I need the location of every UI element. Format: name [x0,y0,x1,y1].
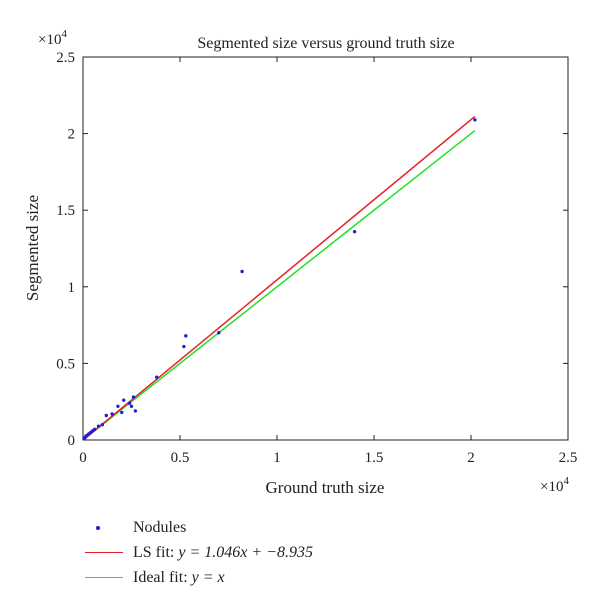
legend: Nodules LS fit: y = 1.046x + −8.935 Idea… [85,515,313,590]
nodule-point [182,344,186,349]
nodule-point [110,412,114,416]
x-tick-label: 1 [273,450,281,466]
ideal-fit-line [82,129,476,441]
nodule-points [82,118,477,441]
legend-label-nodules: Nodules [133,518,187,536]
nodule-point [217,331,221,335]
nodule-point [92,427,97,431]
x-axis-multiplier: ×104 [540,475,569,495]
nodule-point [133,409,138,413]
x-tick-label: 0.5 [171,450,190,466]
legend-label-ideal-fit: Ideal fit: y = x [133,568,225,586]
x-tick-label: 1.5 [365,450,384,466]
y-tick-label: 0 [68,433,76,449]
nodule-point [120,410,124,415]
x-tick-label: 2.5 [559,450,578,466]
nodule-point [100,422,105,427]
ideal-fit-equation: y = x [191,568,225,586]
nodule-point [122,398,126,402]
chart-title: Segmented size versus ground truth size [197,35,454,52]
nodule-point [127,401,132,405]
nodule-point [116,404,120,408]
nodule-point [155,375,159,379]
y-tick-label: 0.5 [56,356,75,372]
x-tick-label: 0 [79,450,87,466]
y-tick-label: 2 [68,127,76,143]
axis-ticks: 0 0.5 1 1.5 2 2.5 0 0.5 1 1.5 2 2.5 [56,50,577,466]
legend-marker-ls-fit [85,546,125,560]
fit-lines [82,115,476,441]
y-tick-label: 1.5 [56,203,75,219]
legend-marker-nodules [85,521,125,535]
scatter-chart: Segmented size versus ground truth size … [23,28,577,497]
legend-item-ideal-fit: Ideal fit: y = x [85,565,313,590]
y-axis-multiplier: ×104 [38,28,67,48]
nodule-point [129,404,134,408]
legend-item-nodules: Nodules [85,515,313,540]
ls-fit-equation: y = 1.046x + −8.935 [178,543,313,561]
nodule-point [184,334,188,338]
nodule-point [104,413,108,418]
legend-label-ls-fit: LS fit: y = 1.046x + −8.935 [133,543,313,561]
nodule-point [96,424,101,428]
plot-area-frame [82,56,569,441]
nodule-point [473,118,477,122]
ls-fit-line [82,115,476,441]
x-tick-label: 2 [467,450,475,466]
legend-item-ls-fit: LS fit: y = 1.046x + −8.935 [85,540,313,565]
nodule-point [352,229,357,234]
y-tick-label: 1 [68,280,76,296]
legend-marker-ideal-fit [85,571,125,585]
x-axis-title: Ground truth size [266,478,385,497]
y-axis-title: Segmented size [23,195,42,301]
nodule-point [240,269,244,274]
nodule-point [131,395,136,399]
y-tick-label: 2.5 [56,50,75,66]
